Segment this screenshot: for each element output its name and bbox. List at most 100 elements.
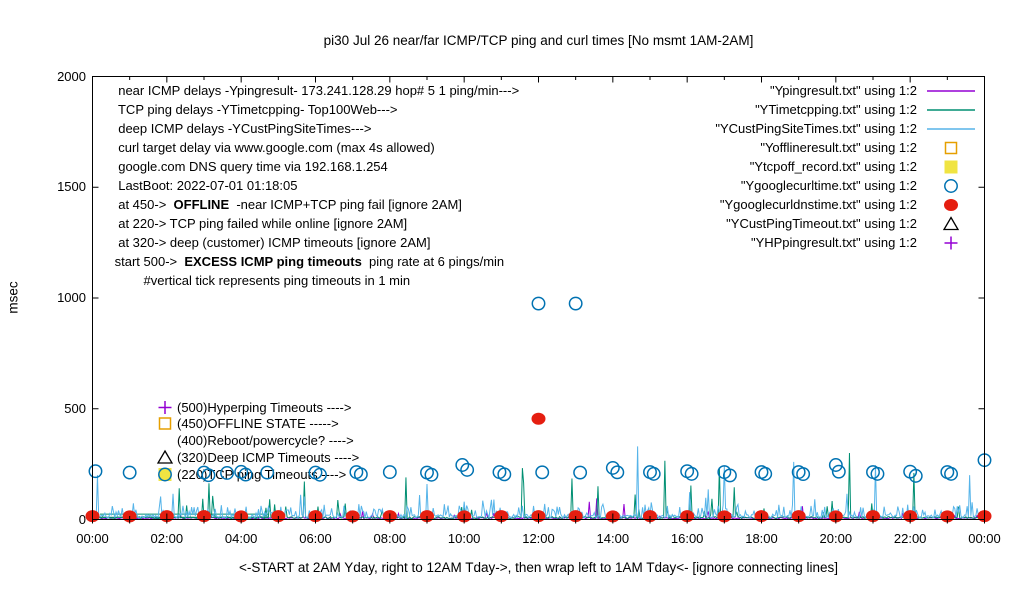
annotation-text: deep ICMP delays -YCustPingSiteTimes--->: [111, 121, 372, 136]
annotation-line: google.com DNS query time via 192.168.1.…: [111, 157, 519, 176]
legend-item-label: "Ytcpoff_record.txt" using 1:2: [749, 159, 917, 174]
legend-item-label: "YCustPingTimeout.txt" using 1:2: [726, 216, 917, 231]
annotation-text: -near ICMP+TCP ping fail [ignore 2AM]: [229, 197, 462, 212]
annotation-line: curl target delay via www.google.com (ma…: [111, 138, 519, 157]
circle-filled-marker-icon: [944, 198, 958, 211]
annotation-line: #vertical tick represents ping timeouts …: [111, 271, 519, 290]
x-axis-label: <-START at 2AM Yday, right to 12AM Tday-…: [239, 560, 838, 575]
x-tick-label: 18:00: [745, 531, 778, 546]
annotation-text: near ICMP delays -Ypingresult- 173.241.1…: [111, 83, 520, 98]
x-tick-label: 12:00: [522, 531, 555, 546]
plot-frame: [92, 76, 985, 524]
legend-marker: [925, 83, 977, 99]
legend-item-label: "Ygooglecurltime.txt" using 1:2: [740, 178, 917, 193]
square-filled-marker-icon: [944, 160, 958, 173]
annotation-line: TCP ping delays -YTimetcpping- Top100Web…: [111, 100, 519, 119]
legend-item: "Yofflineresult.txt" using 1:2: [600, 138, 977, 157]
plot-area: [85, 76, 992, 524]
legend-marker: [925, 102, 977, 118]
plus-marker-icon: [944, 236, 958, 249]
callout-label: (220)TCP ping Timeouts ---->: [177, 467, 347, 482]
legend-marker: [925, 197, 977, 213]
y-tick-label: 2000: [57, 68, 86, 84]
chart-title: pi30 Jul 26 near/far ICMP/TCP ping and c…: [323, 33, 754, 48]
series-layer: [92, 446, 985, 520]
legend-item-label: "YCustPingSiteTimes.txt" using 1:2: [715, 121, 917, 136]
x-tick-label: 02:00: [150, 531, 184, 546]
legend-marker: [925, 159, 977, 175]
callout: (400)Reboot/powercycle? ---->: [153, 432, 354, 449]
y-axis-label: msec: [5, 281, 21, 314]
annotation-line: near ICMP delays -Ypingresult- 173.241.1…: [111, 81, 519, 100]
annotation-text: OFFLINE: [173, 197, 230, 212]
x-tick-label: 00:00: [76, 531, 109, 546]
legend-item: "Ygooglecurltime.txt" using 1:2: [600, 176, 977, 195]
annotation-text: google.com DNS query time via 192.168.1.…: [111, 159, 388, 174]
annotation-line: at 320-> deep (customer) ICMP timeouts […: [111, 233, 519, 252]
legend-item: "Ygooglecurldnstime.txt" using 1:2: [600, 195, 977, 214]
legend-item: "YCustPingTimeout.txt" using 1:2: [600, 214, 977, 233]
legend-item-label: "YHPpingresult.txt" using 1:2: [750, 235, 917, 250]
square-open-marker-icon: [944, 141, 958, 154]
callout-marker: [153, 449, 177, 466]
callout: (450)OFFLINE STATE ----->: [153, 415, 339, 432]
annotation-text: at 220-> TCP ping failed while online [i…: [111, 216, 408, 231]
callout-label: (400)Reboot/powercycle? ---->: [177, 433, 354, 448]
legend-item: "YHPpingresult.txt" using 1:2: [600, 233, 977, 252]
annotation-text: EXCESS ICMP ping timeouts: [184, 254, 362, 269]
x-tick-label: 08:00: [373, 531, 407, 546]
x-tick-label: 00:00: [968, 531, 1001, 546]
x-tick-label: 10:00: [447, 531, 481, 546]
annotation-line: deep ICMP delays -YCustPingSiteTimes--->: [111, 119, 519, 138]
legend-marker: [925, 140, 977, 156]
legend-marker: [925, 178, 977, 194]
line-marker-icon: [927, 127, 975, 130]
annotation-block: near ICMP delays -Ypingresult- 173.241.1…: [111, 81, 520, 290]
annotation-text: at 320-> deep (customer) ICMP timeouts […: [111, 235, 431, 250]
line-marker-icon: [927, 89, 975, 92]
legend-item-label: "Yofflineresult.txt" using 1:2: [760, 140, 917, 155]
legend-marker: [925, 121, 977, 137]
annotation-text: at 450->: [111, 197, 174, 212]
legend-item-label: "YTimetcpping.txt" using 1:2: [755, 102, 917, 117]
circle-open-marker-icon: [944, 178, 958, 193]
callout-marker: [153, 399, 177, 416]
legend-marker: [925, 235, 977, 251]
legend: "Ypingresult.txt" using 1:2 "YTimetcpping…: [600, 81, 977, 252]
annotation-line: at 220-> TCP ping failed while online [i…: [111, 214, 519, 233]
legend-item: "Ytcpoff_record.txt" using 1:2: [600, 157, 977, 176]
annotation-line: start 500-> EXCESS ICMP ping timeouts pi…: [111, 252, 519, 271]
annotation-line: at 450-> OFFLINE -near ICMP+TCP ping fai…: [111, 195, 519, 214]
x-tick-label: 06:00: [299, 531, 332, 546]
y-tick-label: 500: [64, 400, 86, 416]
legend-item: "Ypingresult.txt" using 1:2: [600, 81, 977, 100]
x-tick-label: 14:00: [596, 531, 630, 546]
callout-marker: [153, 415, 177, 432]
series-YTimetcpping.txt: [92, 453, 985, 520]
annotation-text: LastBoot: 2022-07-01 01:18:05: [111, 178, 298, 193]
y-tick-label: 1000: [57, 290, 86, 305]
annotation-text: curl target delay via www.google.com (ma…: [111, 140, 435, 155]
annotation-text: start 500->: [111, 254, 185, 269]
line-marker-icon: [927, 108, 975, 111]
legend-item-label: "Ypingresult.txt" using 1:2: [769, 83, 917, 98]
annotation-text: ping rate at 6 pings/min: [361, 254, 505, 269]
x-tick-label: 04:00: [224, 531, 258, 546]
y-tick-label: 0: [78, 511, 86, 527]
annotation-text: TCP ping delays -YTimetcpping- Top100Web…: [111, 102, 398, 117]
square-open-marker-icon: [158, 417, 172, 430]
plus-marker-icon: [158, 401, 172, 414]
triangle-open-marker-icon: [156, 449, 174, 464]
square-circle-marker-icon: [158, 467, 172, 482]
callout: (320)Deep ICMP Timeouts ---->: [153, 449, 359, 466]
callout-marker: [153, 466, 177, 483]
callout-label: (450)OFFLINE STATE ----->: [177, 416, 339, 431]
scatter-Ygooglecurltime.txt: [88, 296, 992, 483]
callout: (500)Hyperping Timeouts ---->: [153, 399, 351, 416]
callout-label: (320)Deep ICMP Timeouts ---->: [177, 450, 360, 465]
annotation-text: #vertical tick represents ping timeouts …: [111, 273, 411, 288]
x-tick-label: 20:00: [819, 531, 853, 546]
legend-item: "YCustPingSiteTimes.txt" using 1:2: [600, 119, 977, 138]
legend-marker: [925, 215, 977, 232]
